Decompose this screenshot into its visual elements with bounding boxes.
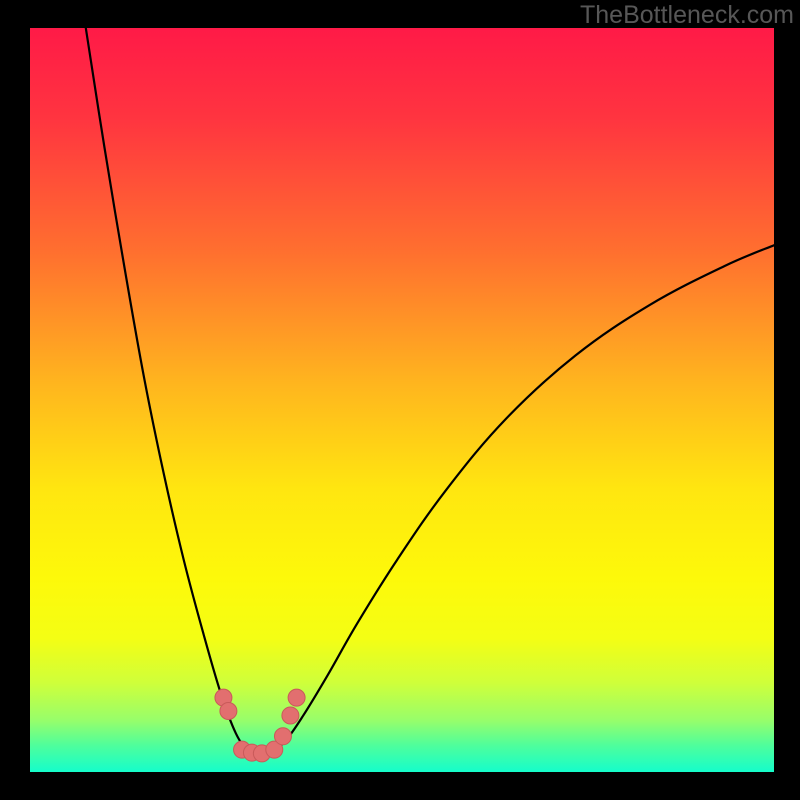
chart-stage: TheBottleneck.com — [0, 0, 800, 800]
plot-gradient-background — [30, 28, 774, 772]
data-marker — [282, 707, 299, 724]
bottleneck-chart-svg — [0, 0, 800, 800]
watermark-text: TheBottleneck.com — [580, 1, 794, 30]
data-marker — [288, 689, 305, 706]
data-marker — [274, 728, 291, 745]
data-marker — [220, 702, 237, 719]
